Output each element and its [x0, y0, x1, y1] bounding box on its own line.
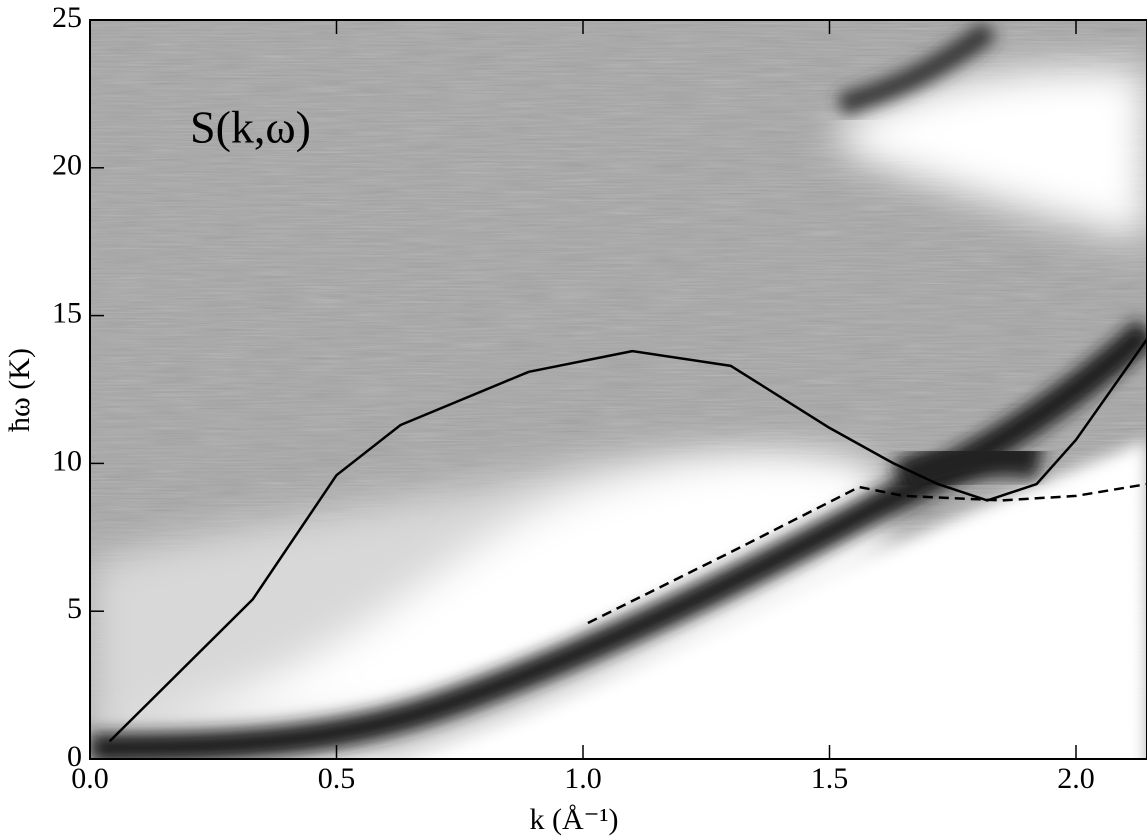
x-tick-label: 1.5	[811, 762, 849, 795]
x-tick-label: 0.0	[71, 762, 109, 795]
x-tick-label: 0.5	[318, 762, 356, 795]
x-tick-label: 1.0	[564, 762, 602, 795]
y-tick-label: 5	[67, 592, 82, 625]
white-lower	[403, 440, 1147, 759]
y-tick-label: 20	[52, 149, 82, 182]
plot-frame	[89, 19, 1147, 760]
series-line	[108, 338, 1147, 743]
y-tick-label: 10	[52, 444, 82, 477]
y-tick-label: 25	[52, 1, 82, 34]
series-line	[587, 482, 1147, 625]
white-upper	[830, 68, 1147, 240]
intensity-map	[90, 20, 1147, 759]
x-axis-label: k (Å⁻¹)	[530, 803, 619, 836]
annotation: S(k,ω)	[190, 102, 311, 153]
x-tick-label: 2.0	[1057, 762, 1095, 795]
white-wedge	[90, 454, 880, 720]
y-axis-label: ħω (K)	[3, 348, 36, 432]
y-tick-label: 15	[52, 296, 82, 329]
y-tick-label: 0	[67, 740, 82, 773]
dark-upper	[836, 21, 997, 116]
